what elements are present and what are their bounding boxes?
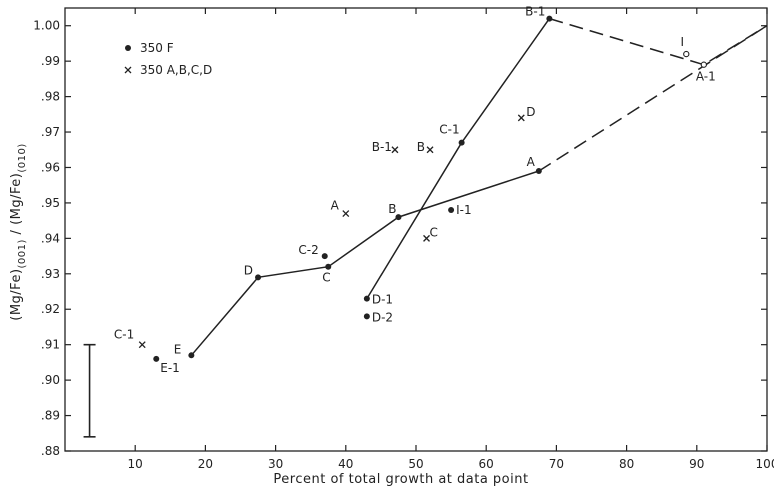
data-point-label: D <box>526 105 535 119</box>
data-point-open <box>700 61 707 68</box>
y-tick-label: .93 <box>41 267 60 281</box>
legend-label: 350 F <box>140 41 174 55</box>
data-point-dot <box>255 274 262 281</box>
data-point-label: B-1 <box>525 5 545 19</box>
data-point-label: A-1 <box>696 70 716 84</box>
y-tick-label: .96 <box>41 160 60 174</box>
x-tick-label: 50 <box>408 457 423 471</box>
x-tick-label: 70 <box>549 457 564 471</box>
cross-stroke <box>423 234 430 242</box>
data-point-dot <box>448 207 455 214</box>
data-point-label: B <box>388 202 396 216</box>
y-tick-label: 1.00 <box>33 19 60 33</box>
y-tick-label: .98 <box>41 90 60 104</box>
y-axis-label-slash: / <box>9 225 24 239</box>
x-axis-label: Percent of total growth at data point <box>273 472 528 487</box>
cross-stroke <box>342 210 350 218</box>
x-tick-label: 80 <box>619 457 634 471</box>
data-point-label: C-2 <box>298 243 318 257</box>
y-tick-label: .99 <box>41 54 60 68</box>
legend: 350 F 350 A,B,C,D <box>124 41 212 77</box>
x-tick-label: 60 <box>479 457 494 471</box>
y-axis-label: (Mg/Fe)(001) / (Mg/Fe)(010) <box>9 143 28 320</box>
y-tick-label: .89 <box>41 409 60 423</box>
x-tick-label: 10 <box>128 457 143 471</box>
data-point-dot <box>188 352 195 359</box>
data-point-label: E-1 <box>160 361 180 375</box>
y-tick-label: .97 <box>41 125 60 139</box>
data-point-label: D-1 <box>372 293 393 307</box>
cross-stroke <box>426 146 434 154</box>
data-point-dot <box>325 263 332 270</box>
x-tick-label: 90 <box>689 457 704 471</box>
data-point-dot <box>535 168 542 175</box>
y-tick-label: .90 <box>41 373 60 387</box>
data-point-open <box>683 50 690 58</box>
data-point-dot <box>395 214 402 221</box>
data-point-label: C-1 <box>439 123 459 137</box>
y-tick-label: .91 <box>41 338 60 352</box>
data-point-cross <box>517 114 525 122</box>
data-point-label: I <box>680 35 684 49</box>
data-point-label: B-1 <box>372 140 392 154</box>
cross-stroke <box>138 341 146 349</box>
legend-label: 350 A,B,C,D <box>140 63 212 77</box>
data-point-label: B <box>417 140 425 154</box>
data-point-dot <box>153 355 160 362</box>
x-tick-label: 100 <box>756 457 774 471</box>
y-axis-label-numerator: (Mg/Fe) <box>9 268 24 320</box>
legend-cross-marker <box>124 66 132 74</box>
cross-stroke <box>391 146 399 154</box>
data-point-label: D <box>244 263 253 277</box>
data-point-label: C <box>322 271 330 285</box>
y-axis-label-numerator-sub: (001) <box>17 239 28 268</box>
data-point-cross <box>426 146 434 154</box>
y-tick-label: .92 <box>41 302 60 316</box>
data-point-dot <box>363 295 370 302</box>
x-axis-ticks: 10 20 30 40 50 60 70 80 90 100 <box>128 8 774 471</box>
dashed-trend-line <box>549 17 768 66</box>
y-axis-label-denominator-sub: (010) <box>17 143 28 172</box>
data-points: E E-1 D C C-2 B A I-1 D-1 D-2 C-1 B-1 C-1 A B-1 B C D I A-1 <box>114 5 716 375</box>
data-point-dot <box>321 253 328 260</box>
y-tick-label: .88 <box>41 444 60 458</box>
y-axis-ticks: .88 .89 .90 .91 .92 .93 .94 .95 .96 .97 .98 .99 1.00 <box>33 19 767 458</box>
cross-stroke <box>517 114 525 122</box>
data-point-cross <box>342 210 350 218</box>
x-tick-label: 40 <box>338 457 353 471</box>
x-tick-label: 30 <box>268 457 283 471</box>
error-bar <box>83 343 96 438</box>
data-point-label: A <box>331 199 340 213</box>
data-point-dot <box>363 313 370 320</box>
data-point-cross <box>138 341 146 349</box>
data-point-label: C <box>430 225 438 239</box>
legend-dot-marker <box>125 45 131 51</box>
x-tick-label: 20 <box>198 457 213 471</box>
y-tick-label: .95 <box>41 196 60 210</box>
data-point-label: E <box>174 342 182 356</box>
data-point-label: D-2 <box>372 310 393 324</box>
data-point-dot <box>546 15 553 22</box>
dashed-trend-line <box>538 25 768 172</box>
cross-stroke <box>124 66 132 74</box>
data-point-cross <box>391 146 399 154</box>
y-axis-label-denominator: (Mg/Fe) <box>9 173 24 225</box>
data-point-label: A <box>527 155 536 169</box>
data-point-label: I-1 <box>456 203 472 217</box>
data-point-label: C-1 <box>114 328 134 342</box>
data-point-cross <box>423 234 430 242</box>
y-tick-label: .94 <box>41 231 60 245</box>
data-point-dot <box>458 139 465 146</box>
